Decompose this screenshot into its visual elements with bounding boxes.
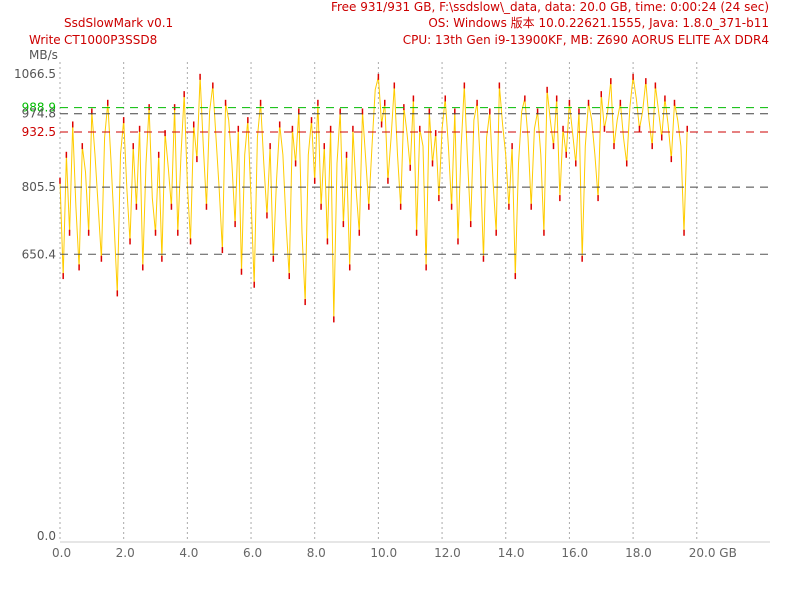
x-tick-label-3: 6.0 bbox=[243, 546, 262, 560]
y-tick-label-0: 1066.5 bbox=[14, 67, 56, 81]
x-tick-label-0: 0.0 bbox=[52, 546, 71, 560]
grid-lines bbox=[59, 62, 698, 542]
x-tick-label-10: 20.0 GB bbox=[689, 546, 737, 560]
y-tick-label-1: 988.9 bbox=[22, 101, 56, 115]
app-title: SsdSlowMark v0.1 bbox=[64, 16, 174, 30]
y-tick-label-6: 0.0 bbox=[37, 529, 56, 543]
x-tick-label-7: 14.0 bbox=[498, 546, 525, 560]
device-name: CT1000P3SSD8 bbox=[64, 33, 158, 47]
x-tick-label-9: 18.0 bbox=[625, 546, 652, 560]
info-cpu-line: CPU: 13th Gen i9-13900KF, MB: Z690 AORUS… bbox=[402, 33, 769, 47]
y-tick-label-3: 932.5 bbox=[22, 125, 56, 139]
mode-label: Write bbox=[29, 33, 61, 47]
speed-trace bbox=[59, 73, 688, 323]
x-tick-label-8: 16.0 bbox=[561, 546, 588, 560]
x-tick-label-4: 8.0 bbox=[307, 546, 326, 560]
info-os-line: OS: Windows 版本 10.0.22621.1555, Java: 1.… bbox=[428, 16, 769, 30]
y-tick-label-5: 650.4 bbox=[22, 247, 56, 261]
speed-series-line-0 bbox=[59, 76, 688, 320]
x-tick-label-1: 2.0 bbox=[116, 546, 135, 560]
y-tick-label-2: 974.8 bbox=[22, 107, 56, 121]
x-tick-label-2: 4.0 bbox=[179, 546, 198, 560]
reference-lines bbox=[60, 107, 770, 255]
x-tick-label-5: 10.0 bbox=[370, 546, 397, 560]
x-tick-labels: 0.0 2.0 4.0 6.0 8.0 10.0 12.0 14.0 16.0 18.0 20.0 … bbox=[52, 546, 737, 560]
y-axis-label: MB/s bbox=[29, 48, 58, 62]
info-free-line: Free 931/931 GB, F:\ssdslow\_data, data:… bbox=[330, 0, 769, 14]
y-tick-label-4: 805.5 bbox=[22, 180, 56, 194]
x-tick-label-6: 12.0 bbox=[434, 546, 461, 560]
